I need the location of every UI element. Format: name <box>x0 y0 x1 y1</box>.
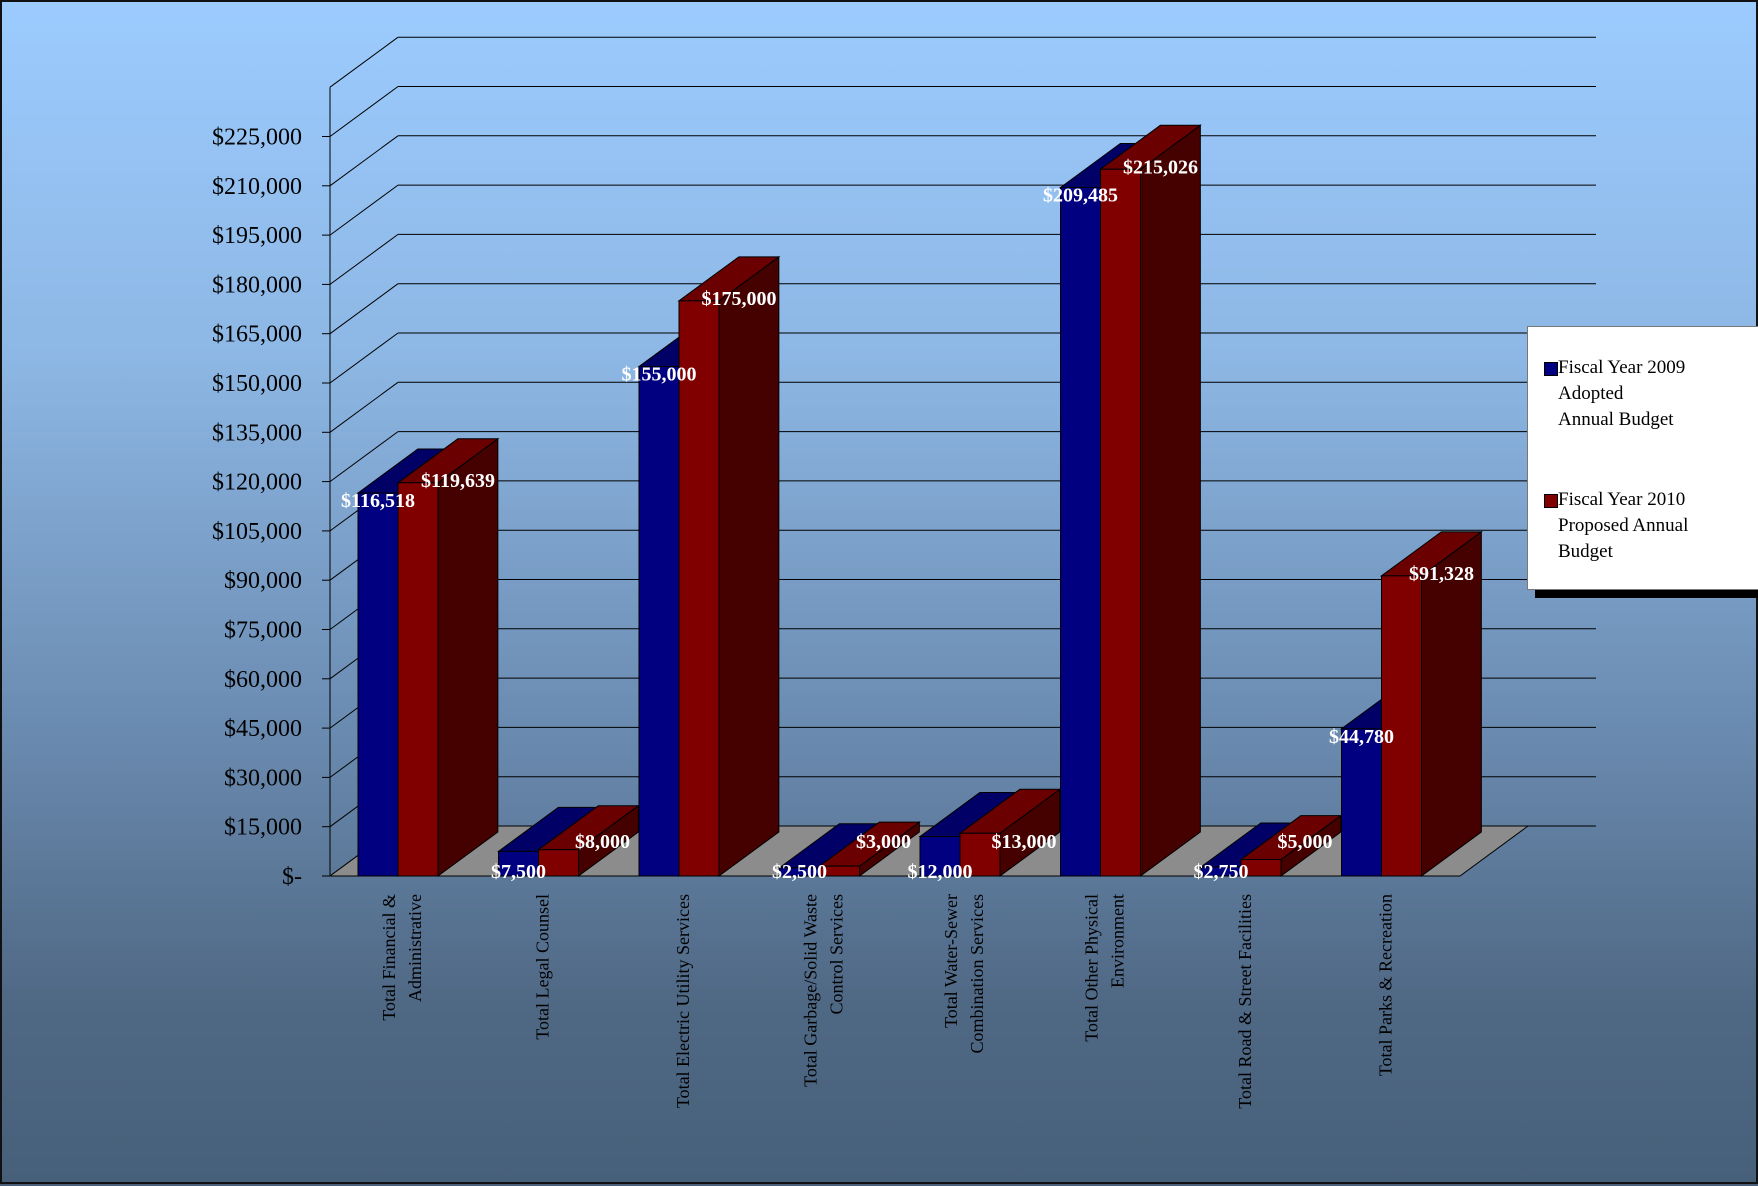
gridline-depth <box>329 332 399 384</box>
gridline-depth <box>329 283 399 335</box>
bar <box>638 366 680 877</box>
y-tick-label: $150,000 <box>212 371 302 397</box>
bar-side <box>718 255 780 877</box>
gridline-depth <box>329 36 399 88</box>
x-tick-label-line: Environment <box>1108 894 1128 988</box>
x-tick-label-line: Total Garbage/Solid Waste <box>801 894 821 1087</box>
x-tick-label-line: Total Legal Counsel <box>533 894 553 1040</box>
data-label: $155,000 <box>622 364 697 386</box>
bar <box>1381 575 1422 877</box>
bar <box>498 850 539 877</box>
x-tick-label-line: Total Other Physical <box>1082 894 1102 1042</box>
x-tick-label-line: Total Financial & <box>379 894 399 1021</box>
x-tick-label: Total Water-Sewer Combination Services <box>941 894 987 1053</box>
y-tick-label: $225,000 <box>212 125 302 151</box>
gridline-depth <box>329 86 399 137</box>
y-tick-label: $60,000 <box>224 667 302 693</box>
bar <box>959 832 1001 877</box>
bar <box>819 865 860 877</box>
data-label: $116,518 <box>341 490 415 512</box>
data-label: $8,000 <box>575 831 630 853</box>
y-tick-label: $45,000 <box>224 716 302 742</box>
y-tick-label: $165,000 <box>212 322 302 348</box>
data-label: $175,000 <box>702 288 777 310</box>
x-tick-label: Total Other Physical Environment <box>1082 894 1128 1042</box>
data-label: $2,750 <box>1194 861 1249 883</box>
legend-swatch-fy2009 <box>1544 362 1558 376</box>
legend-swatch-fy2010 <box>1544 494 1558 508</box>
bar <box>1060 186 1101 877</box>
data-label: $209,485 <box>1043 184 1118 206</box>
bar-side <box>437 437 499 877</box>
data-label: $119,639 <box>421 470 495 492</box>
legend-label-fy2010: Fiscal Year 2010 Proposed Annual Budget <box>1558 489 1689 562</box>
data-label: $5,000 <box>1278 831 1333 853</box>
y-tick-label: $75,000 <box>224 618 302 644</box>
gridline-depth <box>329 135 399 187</box>
data-label: $44,780 <box>1329 726 1394 748</box>
y-tick-label: $90,000 <box>224 568 302 594</box>
bar <box>538 849 579 877</box>
y-tick-label: $210,000 <box>212 174 302 200</box>
legend: Fiscal Year 2009 Adopted Annual Budget F… <box>1527 326 1758 590</box>
bar <box>919 836 961 877</box>
y-tick-label: $180,000 <box>212 272 302 298</box>
y-tick-label: $30,000 <box>224 765 302 791</box>
bar <box>1100 168 1141 877</box>
gridline-depth <box>329 381 399 433</box>
x-tick-label-line: Total Parks & Recreation <box>1376 894 1396 1076</box>
bar-side <box>1140 124 1201 877</box>
x-tick-label: Total Legal Counsel <box>533 894 553 1040</box>
y-tick-label: $15,000 <box>224 815 302 841</box>
legend-label-fy2009: Fiscal Year 2009 Adopted Annual Budget <box>1558 357 1686 430</box>
x-tick-label-line: Total Water-Sewer <box>941 894 961 1028</box>
x-tick-label-line: Total Electric Utility Services <box>673 894 693 1108</box>
gridline-depth <box>329 184 399 236</box>
x-tick-label: Total Financial & Administrative <box>379 894 425 1021</box>
legend-item-fy2010: Fiscal Year 2010 Proposed Annual Budget <box>1544 487 1758 565</box>
data-label: $12,000 <box>908 861 973 883</box>
data-label: $91,328 <box>1409 563 1474 585</box>
data-label: $3,000 <box>856 831 911 853</box>
data-label: $13,000 <box>992 831 1057 853</box>
x-tick-label-line: Combination Services <box>967 894 987 1053</box>
bar <box>678 300 720 877</box>
x-tick-label: Total Electric Utility Services <box>673 894 693 1108</box>
x-tick-label: Total Road & Street Facilities <box>1235 894 1255 1109</box>
x-tick-label: Total Garbage/Solid Waste Control Service… <box>801 894 847 1087</box>
data-label: $2,500 <box>772 861 827 883</box>
bar <box>1240 859 1282 877</box>
y-tick-label: $- <box>282 864 302 890</box>
y-tick-label: $135,000 <box>212 420 302 446</box>
x-tick-label: Total Parks & Recreation <box>1376 894 1396 1076</box>
y-tick-label: $120,000 <box>212 470 302 496</box>
bar <box>357 492 399 877</box>
legend-item-fy2009: Fiscal Year 2009 Adopted Annual Budget <box>1544 355 1758 433</box>
data-label: $7,500 <box>491 861 546 883</box>
x-tick-label-line: Total Road & Street Facilities <box>1235 894 1255 1109</box>
gridline-depth <box>329 431 399 483</box>
bar <box>397 482 439 877</box>
y-tick-label: $105,000 <box>212 519 302 545</box>
y-tick-label: $195,000 <box>212 223 302 249</box>
bar <box>1341 728 1382 877</box>
x-tick-label-line: Administrative <box>405 894 425 1002</box>
gridline-depth <box>329 233 399 285</box>
data-label: $215,026 <box>1123 156 1198 178</box>
x-tick-label-line: Control Services <box>827 894 847 1014</box>
